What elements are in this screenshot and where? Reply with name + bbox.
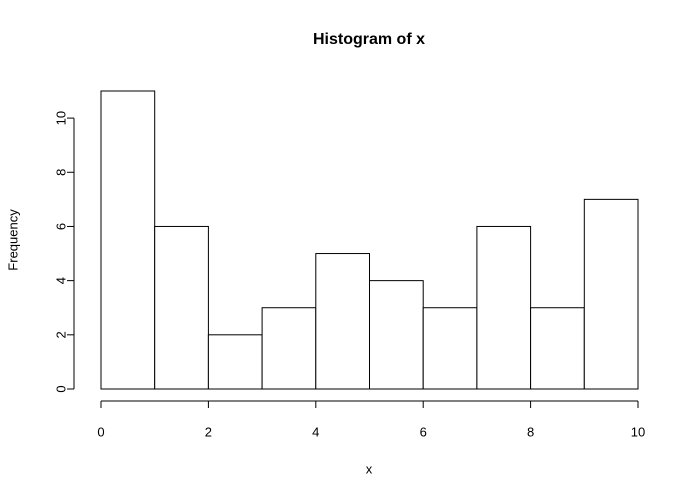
y-axis-label: Frequency xyxy=(5,209,20,271)
y-tick-label: 0 xyxy=(53,385,68,392)
bar xyxy=(369,280,424,390)
x-tick-label: 0 xyxy=(97,424,104,439)
x-tick-label: 10 xyxy=(631,424,645,439)
y-tick-label: 6 xyxy=(53,223,68,230)
x-tick-label: 4 xyxy=(312,424,319,439)
bar xyxy=(261,307,317,390)
bar xyxy=(154,225,209,390)
bar xyxy=(207,334,263,390)
y-tick-label: 2 xyxy=(53,331,68,338)
y-tick-label: 10 xyxy=(53,111,68,125)
bar xyxy=(315,253,370,390)
bar xyxy=(530,307,585,390)
y-tick-label: 8 xyxy=(53,169,68,176)
x-tick-label: 8 xyxy=(527,424,534,439)
y-tick-label: 4 xyxy=(53,277,68,284)
bar xyxy=(422,307,478,390)
bar xyxy=(583,198,639,390)
x-axis-label: x xyxy=(366,461,373,476)
x-tick-label: 2 xyxy=(205,424,212,439)
bar xyxy=(476,225,532,390)
x-tick-label: 6 xyxy=(420,424,427,439)
chart-title: Histogram of x xyxy=(313,31,425,48)
bar xyxy=(100,90,156,390)
